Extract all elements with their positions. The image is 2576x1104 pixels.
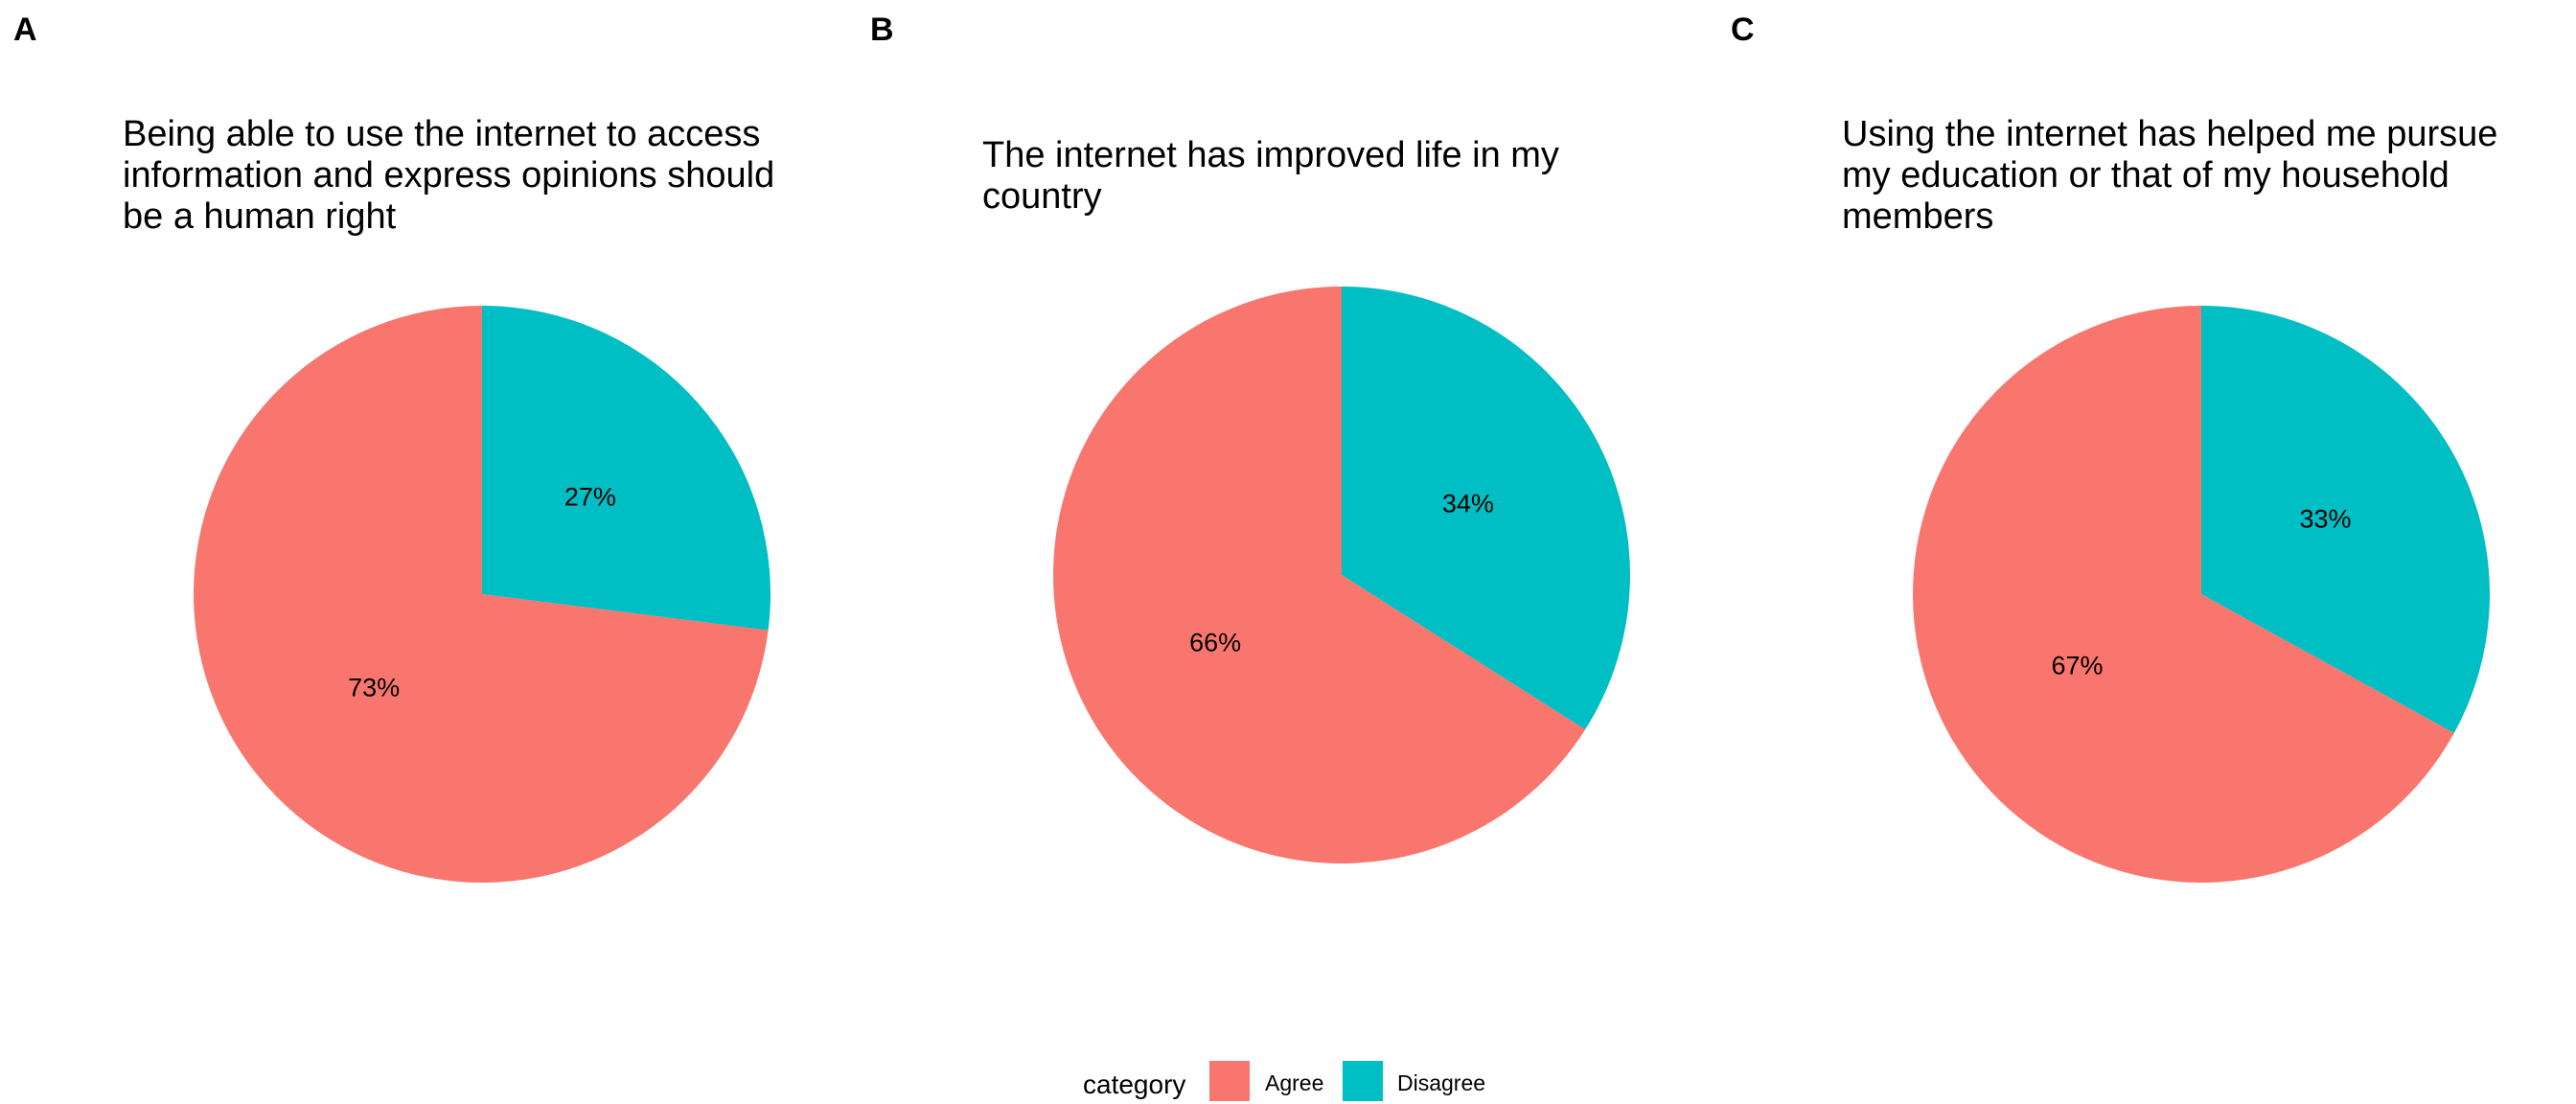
slice-label-agree: 73% — [348, 674, 400, 702]
slice-label-disagree: 34% — [1442, 490, 1494, 518]
panel-b: B The internet has improved life in my c… — [870, 12, 1630, 864]
legend-title: category — [1083, 1070, 1185, 1099]
panel-a-title-line-3: be a human right — [123, 196, 397, 237]
panel-a-title-line-1: Being able to use the internet to access — [123, 114, 760, 154]
panel-c-title-line-1: Using the internet has helped me pursue — [1842, 114, 2497, 154]
pie-chart-a: 27% 73% — [194, 306, 771, 883]
slice-label-agree: 67% — [2051, 652, 2103, 680]
panel-b-title-line-2: country — [982, 176, 1102, 217]
legend-swatch-agree — [1209, 1061, 1250, 1101]
panel-a: A Being able to use the internet to acce… — [13, 12, 774, 883]
legend-label-agree: Agree — [1265, 1070, 1323, 1095]
legend: category Agree Disagree — [1083, 1061, 1485, 1101]
pie-slice-agree — [1052, 286, 1586, 864]
panel-a-title-line-2: information and express opinions should — [123, 155, 774, 196]
pie-slice-disagree — [482, 306, 771, 631]
pie-chart-b: 34% 66% — [1052, 286, 1630, 864]
slice-label-agree: 66% — [1189, 629, 1241, 657]
panel-letter-b: B — [870, 12, 894, 48]
legend-label-disagree: Disagree — [1397, 1070, 1485, 1095]
panel-c: C Using the internet has helped me pursu… — [1731, 12, 2497, 883]
slice-label-disagree: 27% — [564, 483, 616, 512]
legend-swatch-disagree — [1343, 1061, 1383, 1101]
panel-letter-a: A — [13, 12, 37, 48]
panel-c-title-line-3: members — [1842, 196, 1993, 237]
slice-label-disagree: 33% — [2299, 505, 2351, 534]
pie-slice-agree — [1913, 306, 2454, 883]
panel-c-title-line-2: my education or that of my household — [1842, 155, 2450, 196]
pie-chart-c: 33% 67% — [1913, 306, 2491, 883]
pie-slice-disagree — [1342, 287, 1630, 730]
pie-slice-disagree — [2201, 306, 2491, 734]
panel-letter-c: C — [1731, 12, 1755, 48]
panel-b-title-line-1: The internet has improved life in my — [982, 135, 1559, 175]
pie-slice-agree — [194, 306, 769, 883]
